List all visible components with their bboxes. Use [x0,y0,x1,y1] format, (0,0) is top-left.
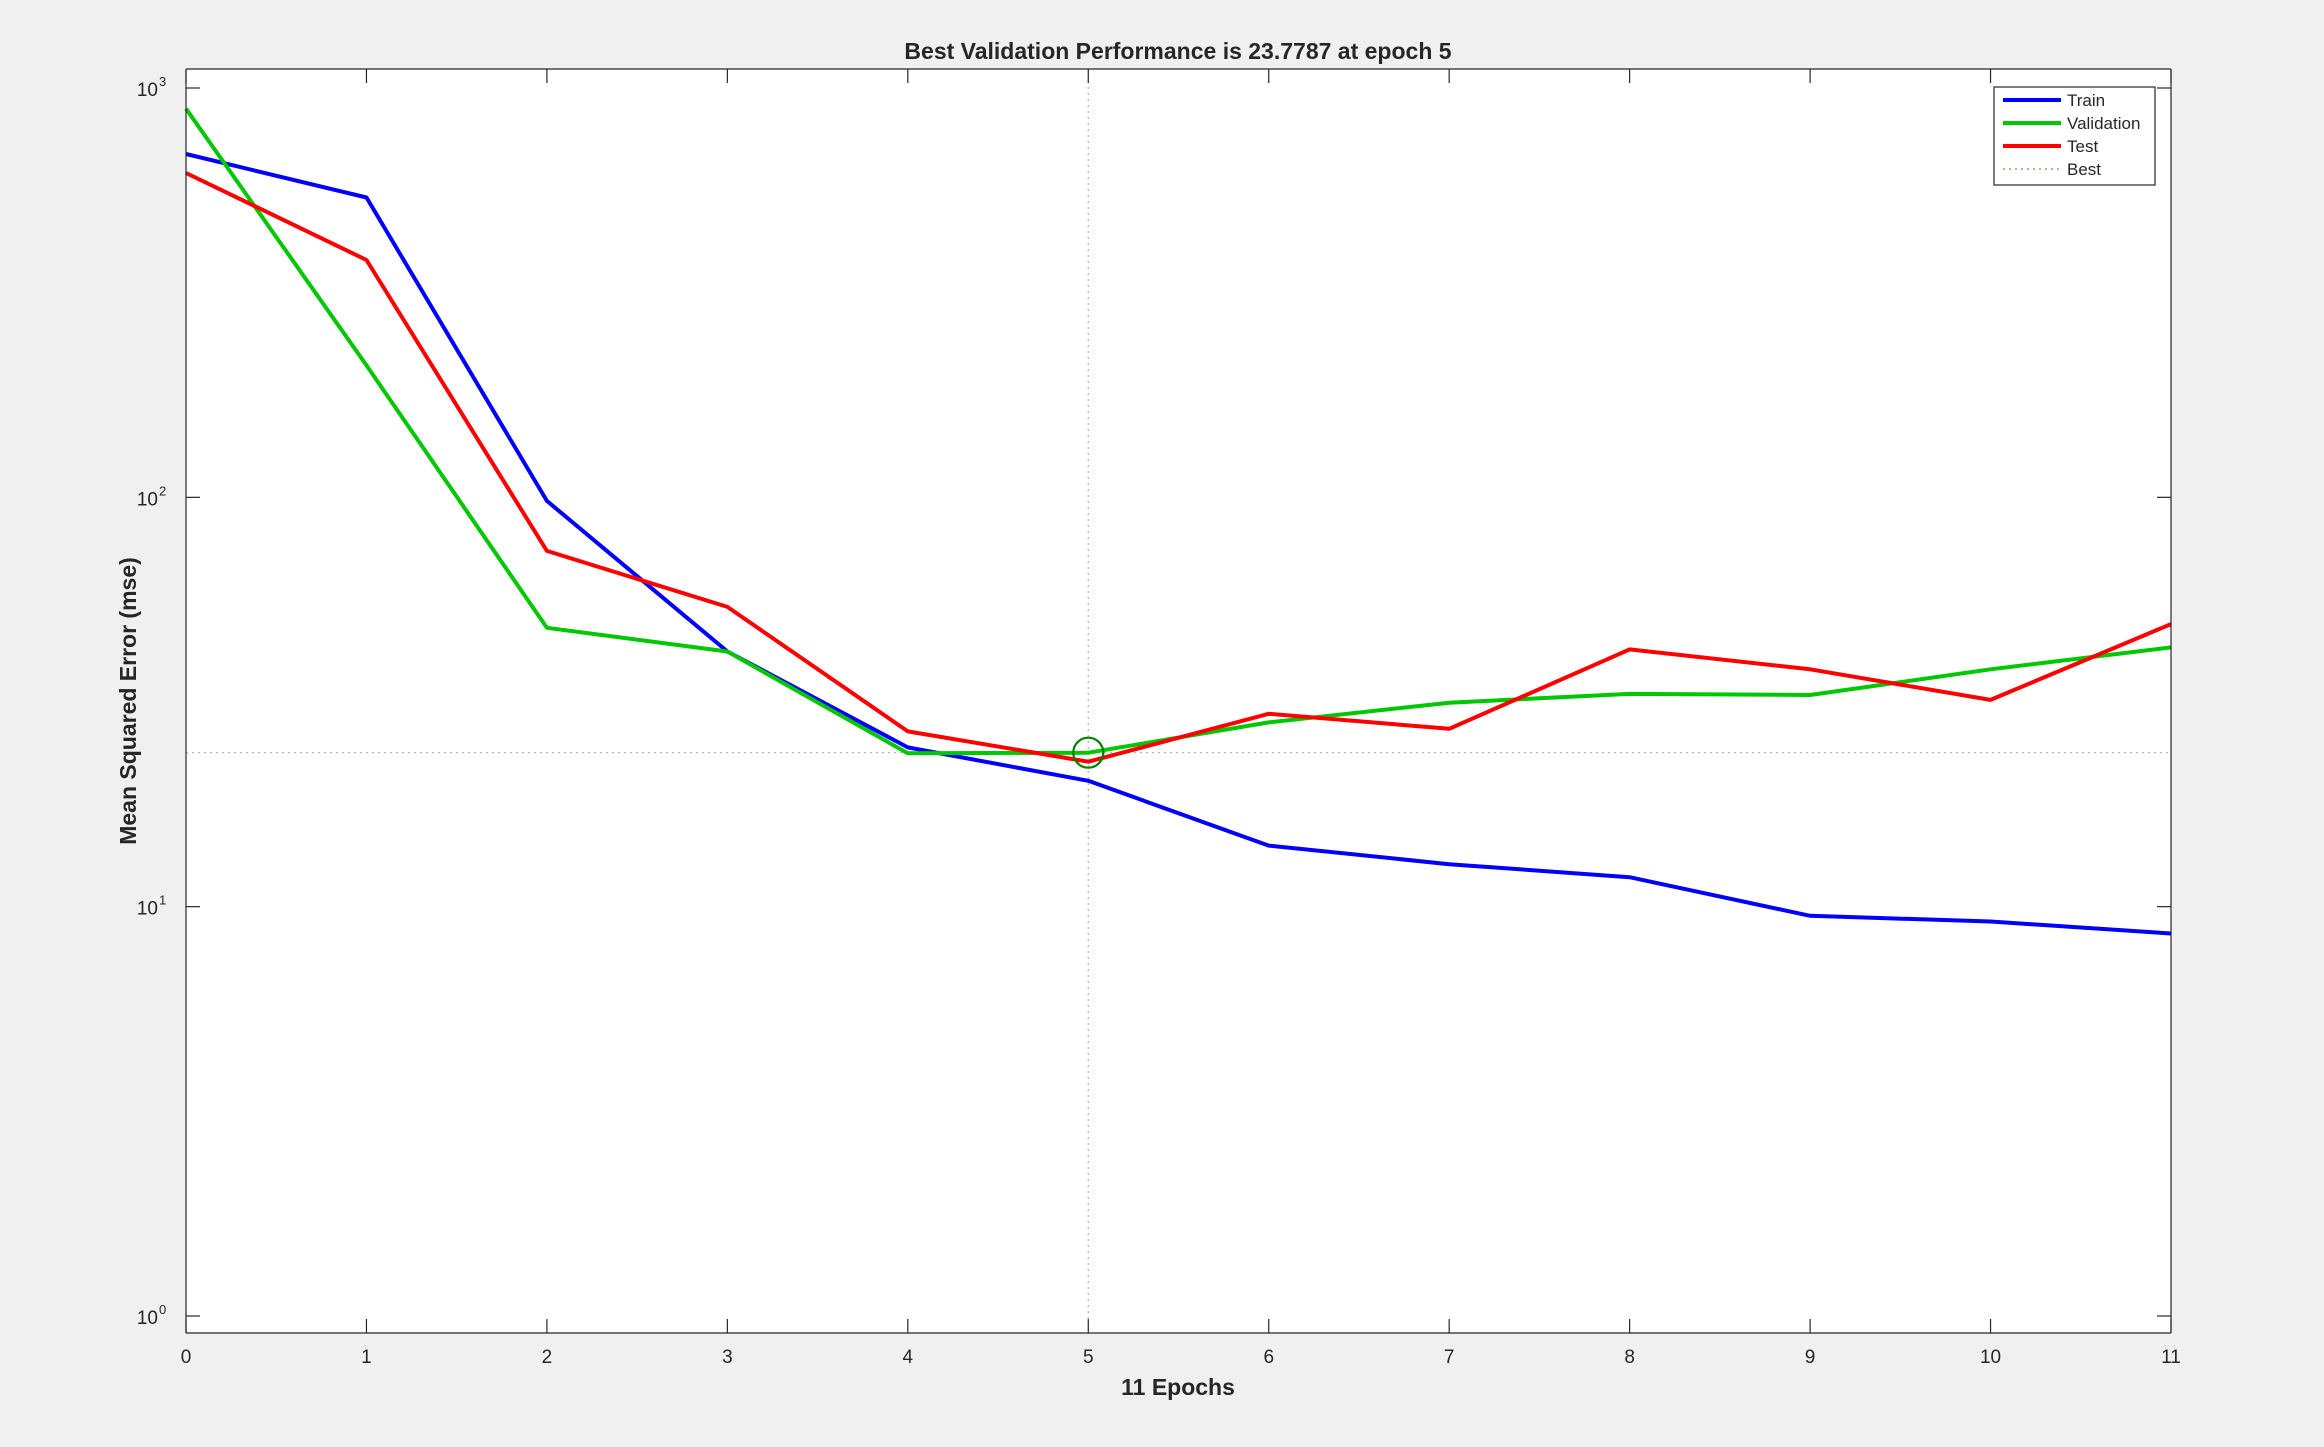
legend: Train Validation Test Best [1993,86,2156,186]
y-tick-exponent: 2 [159,483,166,498]
x-tick-label: 10 [1980,1347,2001,1368]
y-tick-base: 10 [137,1308,158,1329]
legend-box [1993,86,2156,186]
series-line-test [185,171,2172,764]
x-tick-label: 2 [542,1347,553,1368]
y-tick-base: 10 [137,899,158,920]
x-tick-label: 7 [1444,1347,1455,1368]
series-layer [184,107,2172,936]
y-tick-label: 10 1 [137,893,166,920]
y-tick-exponent: 1 [159,893,166,908]
legend-label-train: Train [2067,91,2105,110]
y-tick-label: 10 2 [137,483,166,510]
x-tick-label: 9 [1805,1347,1816,1368]
best-marker [1072,736,1105,769]
x-tick-label: 0 [181,1347,192,1368]
y-tick-label: 10 0 [137,1302,166,1329]
chart-title: Best Validation Performance is 23.7787 a… [904,38,1451,64]
x-tick-label: 4 [903,1347,914,1368]
series-line-train [185,152,2172,936]
legend-label-test: Test [2067,137,2098,156]
x-tick-label: 5 [1083,1347,1094,1368]
x-tick-label: 8 [1624,1347,1635,1368]
y-tick-exponent: 3 [159,74,166,89]
x-tick-label: 11 [2161,1347,2181,1368]
legend-label-best: Best [2067,160,2101,179]
legend-label-validation: Validation [2067,114,2140,133]
y-tick-base: 10 [137,80,158,101]
y-tick-exponent: 0 [159,1302,166,1317]
y-axis-label: Mean Squared Error (mse) [115,557,141,845]
x-axis-label: 11 Epochs [1121,1374,1235,1400]
x-tick-label: 6 [1263,1347,1274,1368]
y-tick-label: 10 3 [137,74,166,101]
y-tick-base: 10 [137,489,158,510]
plot-background [186,69,2171,1333]
best-reference-lines [186,69,2171,1333]
x-tick-label: 3 [722,1347,733,1368]
x-tick-label: 1 [361,1347,372,1368]
